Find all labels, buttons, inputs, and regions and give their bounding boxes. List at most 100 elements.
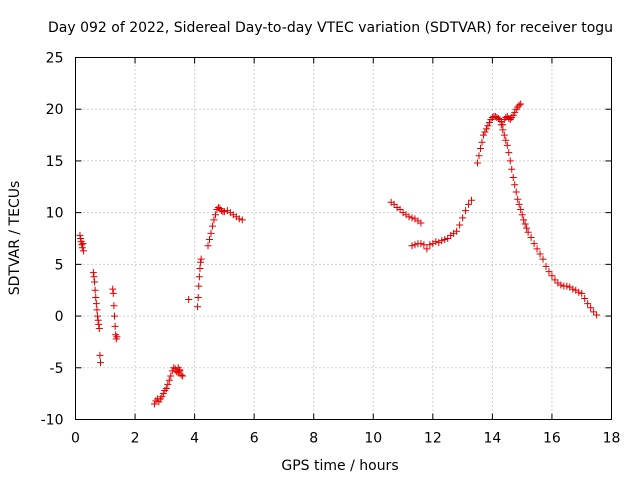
data-point <box>536 250 544 258</box>
y-tick-label: -10 <box>41 413 64 429</box>
data-point <box>590 308 598 316</box>
data-point <box>517 206 525 214</box>
data-point <box>503 141 511 149</box>
data-point <box>167 372 175 380</box>
data-point <box>485 119 493 127</box>
data-point <box>208 222 216 230</box>
data-point <box>478 138 486 146</box>
data-point <box>77 235 85 242</box>
y-tick-label: -5 <box>50 361 64 377</box>
data-point <box>505 149 513 157</box>
data-point <box>578 289 586 297</box>
data-point <box>509 111 517 119</box>
data-point <box>484 122 492 130</box>
plot-frame <box>75 57 612 420</box>
data-point <box>79 240 87 248</box>
data-point <box>113 333 121 341</box>
x-tick-label: 8 <box>309 431 318 447</box>
data-point <box>92 293 100 301</box>
data-point <box>426 241 434 249</box>
data-point <box>593 311 601 319</box>
data-point <box>482 125 490 133</box>
data-point <box>521 220 529 228</box>
y-tick-labels: -10 -5 0 5 10 15 20 25 <box>41 51 64 429</box>
x-axis-label: GPS time / hours <box>281 458 398 474</box>
x-tick-label: 0 <box>71 431 80 447</box>
chart-title: Day 092 of 2022, Sidereal Day-to-day VTE… <box>48 20 613 36</box>
data-point <box>80 247 88 255</box>
data-point <box>459 214 467 222</box>
data-point <box>174 369 182 377</box>
data-point <box>517 100 525 108</box>
data-point <box>194 293 202 301</box>
data-point <box>165 376 173 384</box>
data-point <box>155 398 163 406</box>
data-point <box>530 240 538 248</box>
data-point <box>511 181 519 189</box>
data-point <box>587 304 595 312</box>
data-point <box>196 264 204 272</box>
data-point <box>584 300 592 308</box>
data-point <box>515 101 523 109</box>
data-point <box>508 165 516 173</box>
data-point <box>76 231 84 239</box>
axis-ticks <box>75 57 612 420</box>
data-point <box>476 145 484 153</box>
data-point <box>95 320 103 328</box>
data-point <box>475 152 483 160</box>
data-point <box>110 302 118 310</box>
data-point <box>417 240 425 248</box>
x-tick-label: 18 <box>603 431 621 447</box>
data-point <box>235 215 243 223</box>
data-point <box>453 227 461 235</box>
data-point <box>497 121 505 129</box>
data-point <box>548 272 556 280</box>
data-point <box>195 273 203 281</box>
data-point <box>512 188 520 196</box>
data-point <box>502 136 510 144</box>
data-point <box>159 390 167 398</box>
x-tick-labels: 0 2 4 6 8 10 12 14 16 18 <box>71 431 620 447</box>
data-point <box>465 200 473 208</box>
data-point <box>563 282 571 290</box>
data-point <box>78 244 86 252</box>
data-point <box>575 288 583 296</box>
data-point <box>509 173 517 181</box>
data-point <box>408 214 416 222</box>
x-tick-label: 2 <box>131 431 140 447</box>
data-point <box>551 276 559 284</box>
data-point <box>111 312 119 320</box>
data-point <box>162 384 170 392</box>
data-point <box>89 269 97 277</box>
y-tick-label: 10 <box>46 206 64 222</box>
data-point <box>502 113 510 121</box>
data-point <box>171 365 179 373</box>
data-point <box>396 206 404 214</box>
data-point <box>462 207 470 215</box>
data-point <box>432 238 440 246</box>
data-point <box>179 372 187 380</box>
data-point <box>109 289 117 297</box>
data-point <box>533 245 541 253</box>
x-tick-label: 12 <box>424 431 442 447</box>
data-point <box>505 115 513 123</box>
data-point <box>479 131 487 139</box>
data-point <box>195 282 203 290</box>
data-point <box>109 285 117 293</box>
data-point <box>90 273 98 281</box>
data-point <box>207 229 215 237</box>
data-point <box>217 207 225 215</box>
data-points <box>76 100 601 408</box>
data-point <box>95 324 103 332</box>
data-point <box>111 322 119 330</box>
data-point <box>500 131 508 139</box>
x-tick-label: 4 <box>190 431 199 447</box>
y-tick-label: 0 <box>55 309 64 325</box>
y-tick-label: 15 <box>46 154 64 170</box>
data-point <box>557 281 565 289</box>
data-point <box>210 216 218 224</box>
y-tick-label: 5 <box>55 257 64 273</box>
data-point <box>176 366 184 374</box>
data-point <box>411 241 419 249</box>
data-point <box>408 242 416 250</box>
